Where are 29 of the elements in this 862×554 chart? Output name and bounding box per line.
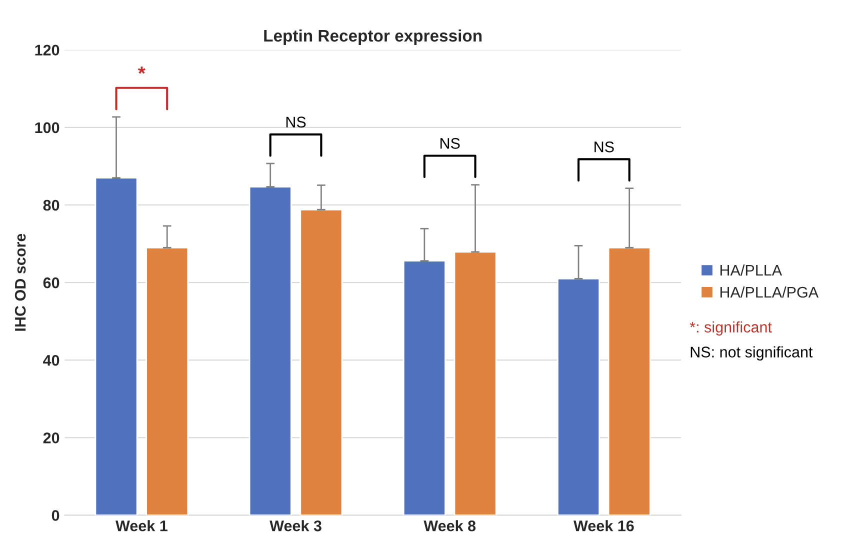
bar xyxy=(557,278,600,516)
y-tick-label: 120 xyxy=(35,44,60,56)
y-tick-label: 40 xyxy=(43,354,60,366)
x-tick-label: Week 3 xyxy=(270,520,322,532)
annotation: NS xyxy=(594,142,614,152)
bar xyxy=(454,251,497,516)
bar xyxy=(146,246,189,516)
y-axis-title: IHC OD score xyxy=(14,234,26,331)
text: *: significant xyxy=(690,321,772,336)
bar xyxy=(402,260,446,516)
x-tick-label: Week 1 xyxy=(116,520,168,532)
chart-title: Leptin Receptor expression xyxy=(264,29,482,45)
x-tick-label: Week 8 xyxy=(424,520,476,532)
bar xyxy=(248,186,292,516)
y-tick-label: 60 xyxy=(43,277,60,288)
y-tick-label: 20 xyxy=(43,432,60,444)
y-tick-label: 100 xyxy=(35,122,60,134)
annotation: NS xyxy=(440,138,460,149)
x-tick-label: Week 16 xyxy=(574,520,634,532)
y-tick-label: 80 xyxy=(43,200,60,211)
legend-label: HA/PLLA xyxy=(720,264,782,276)
annotation: * xyxy=(138,66,146,74)
bar xyxy=(608,246,651,516)
bar xyxy=(94,177,138,516)
y-tick-label: 0 xyxy=(52,510,60,521)
bar xyxy=(300,208,343,516)
legend-label: HA/PLLA/PGA xyxy=(720,286,819,298)
annotation: NS xyxy=(286,116,306,128)
text: NS: not significant xyxy=(690,346,813,360)
